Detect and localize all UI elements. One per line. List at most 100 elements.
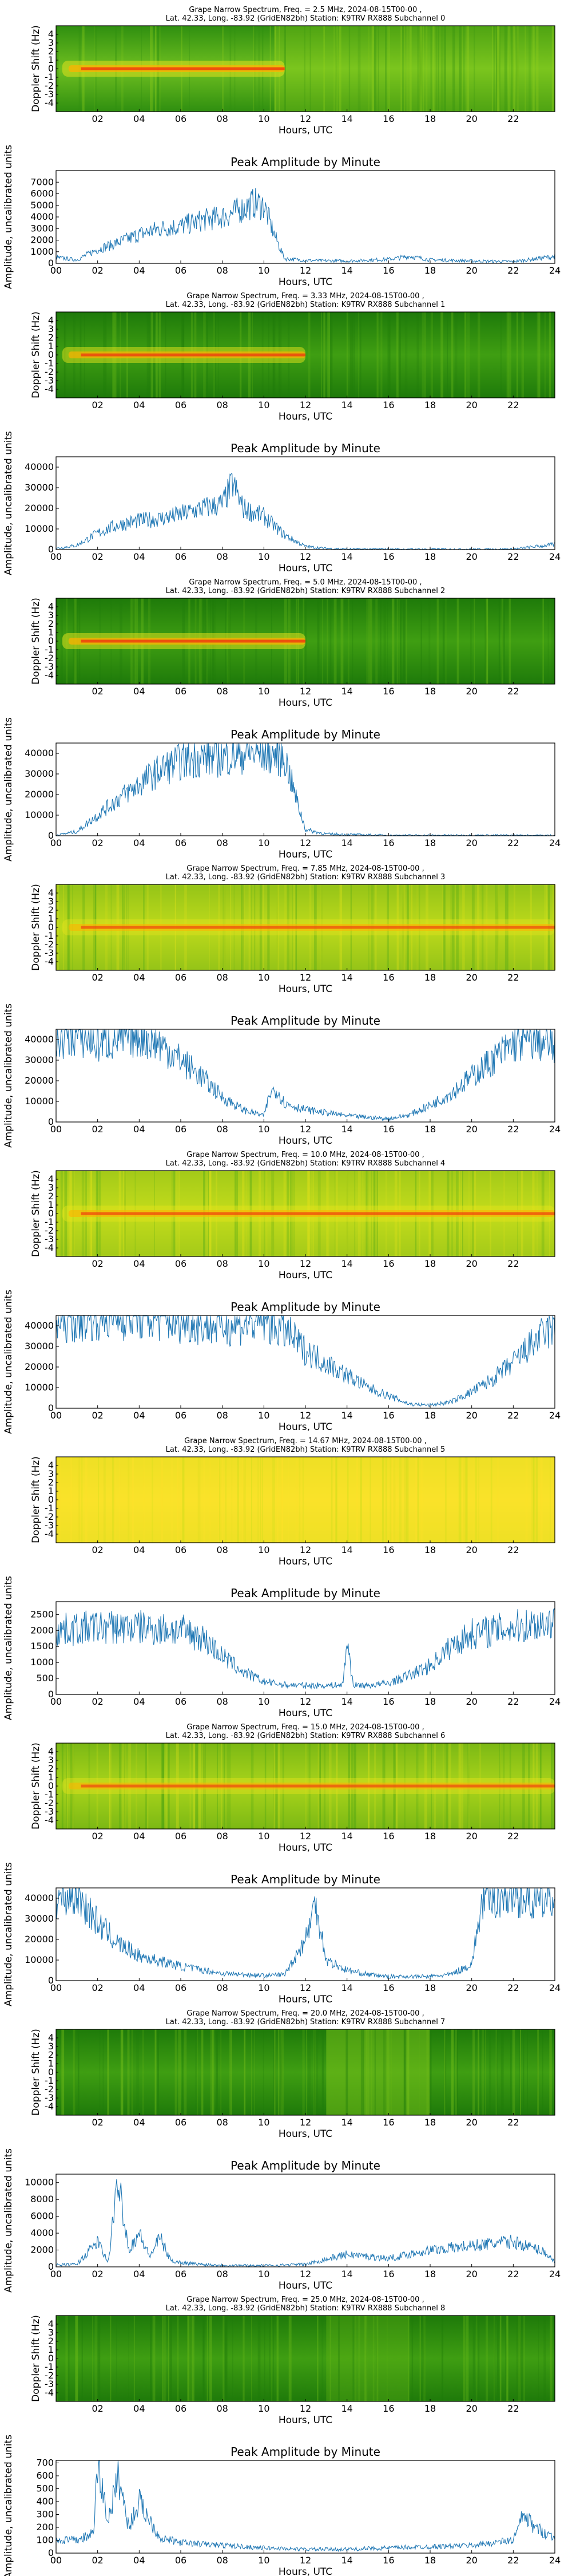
spectrogram-streak [496, 26, 498, 112]
spectrogram-streak [387, 312, 390, 398]
x-tick-label: 16 [383, 113, 394, 124]
amplitude-plot-area [56, 2460, 555, 2553]
spectrogram-streak [347, 1457, 349, 1543]
spectrogram-streak [333, 598, 336, 684]
spectrogram-streak [464, 1457, 467, 1543]
y-axis-label: Amplitude, uncalibrated units [3, 2148, 14, 2293]
spectrogram-streak [195, 2029, 197, 2115]
x-tick-label: 12 [300, 2403, 311, 2414]
spectrogram-streak [66, 884, 69, 970]
x-tick-label: 10 [258, 1124, 269, 1135]
x-tick-label: 18 [424, 551, 436, 562]
x-tick-label: 06 [175, 1982, 186, 1993]
x-tick-label: 00 [50, 1982, 62, 1993]
x-tick-label: 08 [216, 1982, 228, 1993]
y-tick-label: 10000 [25, 523, 54, 534]
x-tick-label: 06 [175, 1696, 186, 1707]
x-axis-label: Hours, UTC [279, 849, 332, 860]
y-tick-label: 3 [48, 2327, 54, 2338]
spectrogram-16: Grape Narrow Spectrum, Freq. = 25.0 MHz,… [30, 2296, 555, 2426]
spectrogram-streak [132, 1457, 134, 1543]
spectrogram-streak [420, 2316, 422, 2401]
spectrogram-streak [533, 1457, 536, 1543]
y-tick-label: 2 [48, 1477, 54, 1488]
spectrogram-streak [542, 2029, 543, 2115]
spectrogram-streak [376, 2316, 378, 2401]
spectrogram-streak [497, 26, 500, 112]
spectrogram-streak [520, 2029, 521, 2115]
spectrogram-streak [321, 312, 322, 398]
y-tick-label: 3 [48, 1755, 54, 1765]
spectrogram-0: Grape Narrow Spectrum, Freq. = 2.5 MHz, … [30, 6, 555, 136]
spectrogram-streak [486, 2316, 488, 2401]
spectrogram-streak [121, 2029, 124, 2115]
spectrogram-streak [399, 598, 402, 684]
y-tick-label: -3 [45, 661, 54, 672]
x-tick-label: 10 [258, 2269, 269, 2279]
x-tick-label: 04 [133, 1410, 145, 1421]
y-tick-label: 0 [48, 1689, 54, 1700]
spectrogram-streak [391, 598, 395, 684]
y-tick-label: 40000 [25, 461, 54, 472]
spectrogram-streak [281, 1457, 283, 1543]
spectrogram-streak [519, 2029, 521, 2115]
spectrogram-streak [549, 312, 551, 398]
x-axis-label: Hours, UTC [279, 125, 332, 136]
spectrogram-streak [304, 26, 305, 112]
spectrogram-subtitle: Lat. 42.33, Long. -83.92 (GridEN82bh) St… [166, 2304, 446, 2313]
y-axis-label: Amplitude, uncalibrated units [3, 1290, 14, 1434]
y-tick-label: 3 [48, 896, 54, 907]
x-tick-label: 06 [175, 2403, 186, 2414]
spectrogram-streak [304, 598, 307, 684]
x-tick-label: 00 [50, 265, 62, 276]
spectrogram-streak [382, 1457, 384, 1543]
x-tick-label: 14 [341, 2269, 352, 2279]
x-tick-label: 22 [507, 1544, 519, 1555]
spectrogram-streak [429, 2029, 432, 2115]
spectrogram-streak [308, 2029, 311, 2115]
spectrogram-daylight [326, 2029, 430, 2115]
x-tick-label: 00 [50, 551, 62, 562]
x-tick-label: 18 [424, 2403, 436, 2414]
spectrogram-streak [374, 26, 377, 112]
spectrogram-streak [542, 598, 544, 684]
spectrogram-streak [452, 26, 455, 112]
x-tick-label: 20 [466, 1831, 477, 1842]
y-tick-label: 40000 [25, 1034, 54, 1045]
y-tick-label: 2 [48, 1763, 54, 1774]
x-tick-label: 16 [383, 551, 394, 562]
spectrogram-title: Grape Narrow Spectrum, Freq. = 10.0 MHz,… [186, 1151, 424, 1159]
spectrogram-streak [394, 1457, 396, 1543]
spectrogram-streak [464, 312, 466, 398]
y-tick-label: 4 [48, 315, 54, 326]
spectrogram-streak [521, 2316, 523, 2401]
x-tick-label: 20 [466, 1544, 477, 1555]
spectrogram-streak [400, 26, 402, 112]
x-tick-label: 04 [133, 2117, 145, 2128]
x-tick-label: 10 [258, 2117, 269, 2128]
spectrogram-streak [269, 2316, 271, 2401]
spectrogram-streak [323, 312, 325, 398]
y-tick-label: 4 [48, 1174, 54, 1184]
spectrogram-streak [478, 1457, 480, 1543]
y-tick-label: 0 [48, 635, 54, 646]
x-tick-label: 16 [383, 1258, 394, 1269]
y-tick-label: -3 [45, 2092, 54, 2103]
x-tick-label: 22 [507, 1831, 519, 1842]
spectrogram-streak [399, 1457, 402, 1543]
x-tick-label: 12 [300, 265, 311, 276]
amplitude-title: Peak Amplitude by Minute [231, 1014, 380, 1028]
x-tick-label: 02 [92, 551, 103, 562]
y-tick-label: 0 [48, 2547, 54, 2558]
spectrogram-streak [475, 1457, 477, 1543]
spectrogram-streak [339, 26, 341, 112]
x-tick-label: 12 [300, 113, 311, 124]
spectrogram-streak [366, 2316, 367, 2401]
x-tick-label: 04 [133, 400, 145, 410]
spectrogram-subtitle: Lat. 42.33, Long. -83.92 (GridEN82bh) St… [166, 1732, 446, 1740]
spectrogram-streak [403, 598, 406, 684]
spectrogram-streak [537, 2029, 539, 2115]
spectrogram-streak [264, 2316, 265, 2401]
spectrogram-streak [113, 1457, 116, 1543]
spectrogram-streak [498, 598, 500, 684]
